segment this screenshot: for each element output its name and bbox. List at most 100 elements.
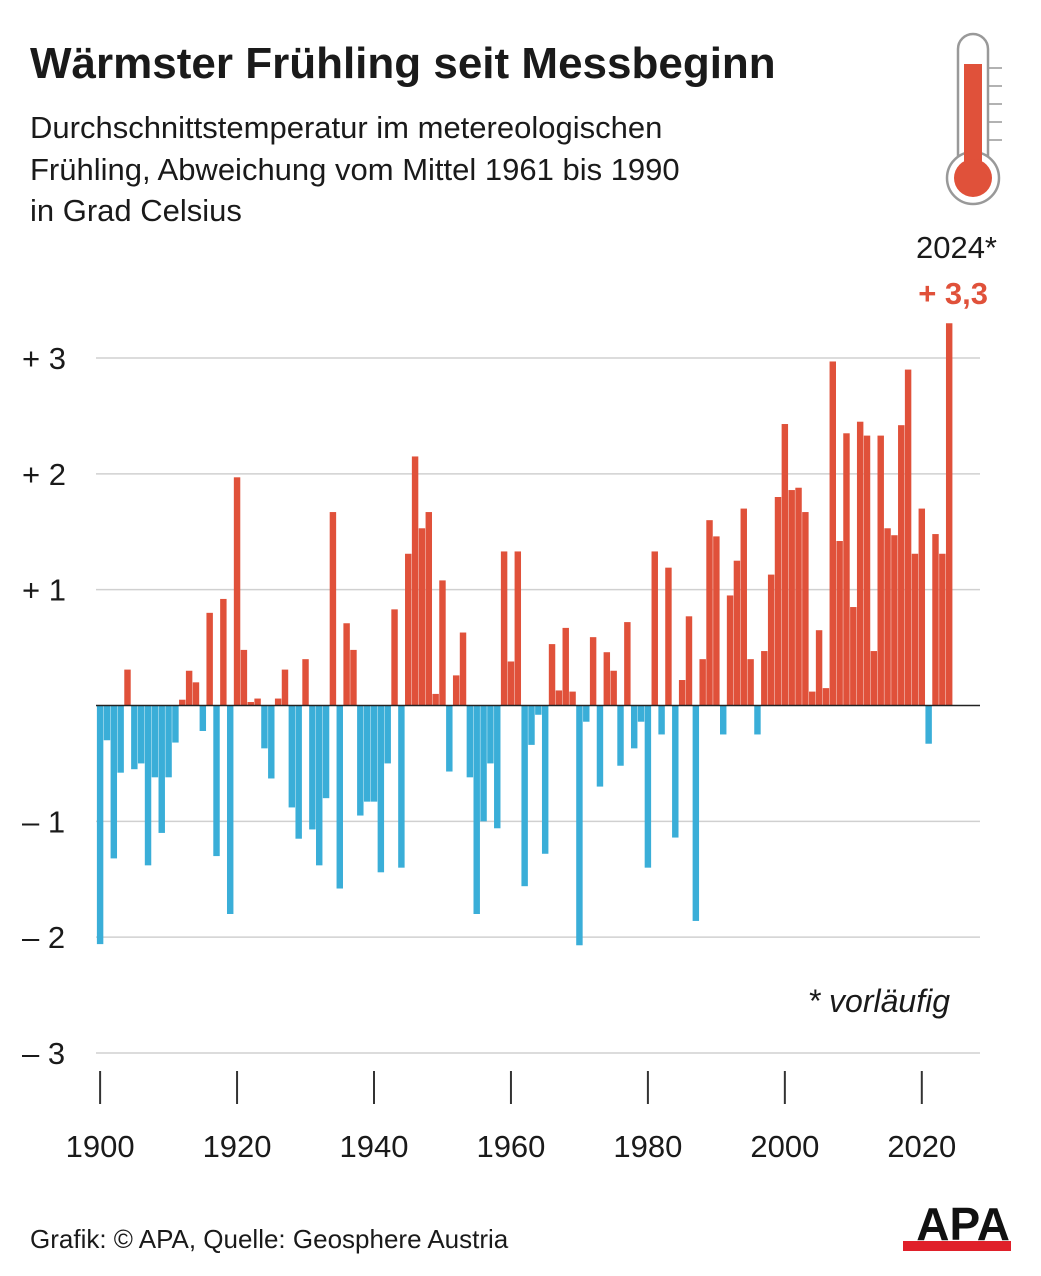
highlight-value-label: + 3,3 — [918, 276, 988, 311]
bar — [788, 490, 795, 706]
bar — [329, 512, 337, 706]
bar — [158, 705, 165, 833]
bar — [213, 705, 220, 857]
bar — [103, 705, 111, 741]
bar — [843, 433, 850, 706]
bar — [925, 705, 932, 744]
bar — [863, 435, 871, 706]
bar — [233, 477, 241, 706]
bar — [699, 659, 706, 706]
bar — [144, 705, 152, 866]
bar — [309, 705, 316, 830]
chart-title: Wärmster Frühling seit Messbeginn — [30, 39, 776, 88]
bar — [898, 425, 905, 706]
bar — [96, 705, 104, 945]
bar — [706, 520, 713, 706]
bar — [795, 487, 802, 706]
bar — [261, 705, 268, 749]
x-tick-label: 1980 — [613, 1129, 682, 1164]
bar — [726, 595, 734, 706]
bar — [350, 649, 357, 706]
bar — [918, 508, 926, 706]
bar — [815, 630, 823, 706]
bar — [678, 680, 686, 706]
bar — [761, 651, 768, 706]
x-tick-label: 1960 — [476, 1129, 545, 1164]
bar — [945, 323, 953, 706]
bar — [610, 670, 617, 706]
bar — [692, 705, 700, 921]
bar — [316, 705, 323, 866]
bar — [596, 705, 604, 787]
bar — [528, 705, 535, 745]
bar — [357, 705, 364, 816]
x-tick-label: 2000 — [750, 1129, 819, 1164]
bar — [411, 456, 419, 706]
bar — [603, 652, 611, 706]
bar — [185, 670, 193, 706]
bar — [500, 551, 508, 706]
bar — [836, 541, 843, 706]
bar — [363, 705, 371, 802]
bar — [672, 705, 679, 838]
bar — [124, 669, 131, 706]
bar — [555, 690, 563, 706]
bar — [617, 705, 624, 766]
bar — [370, 705, 378, 802]
highlight-label: 2024* — [916, 230, 997, 265]
bar — [521, 705, 528, 887]
bar — [172, 705, 179, 743]
bar — [630, 705, 638, 749]
bar — [425, 512, 433, 706]
bar — [829, 361, 836, 706]
bar — [589, 637, 597, 706]
subtitle: Durchschnittstemperatur im metereologisc… — [30, 110, 662, 145]
bar — [733, 560, 741, 706]
bar — [877, 435, 884, 706]
bar — [665, 567, 672, 706]
bar — [891, 535, 898, 706]
bar — [165, 705, 172, 778]
bar — [576, 705, 583, 946]
bar — [569, 691, 576, 706]
bar — [685, 616, 693, 706]
bar — [740, 508, 747, 706]
bar — [651, 551, 658, 706]
bar — [535, 705, 542, 715]
thermometer-icon — [945, 32, 1002, 206]
bar — [548, 644, 556, 706]
y-tick-label: + 1 — [22, 573, 66, 608]
bar — [131, 705, 138, 770]
bar — [247, 702, 254, 706]
bar — [192, 682, 200, 706]
bar — [774, 497, 782, 706]
bar — [281, 669, 289, 706]
bar — [541, 705, 549, 854]
bar — [405, 553, 412, 706]
bar — [658, 705, 665, 735]
bar — [322, 705, 330, 799]
bar — [117, 705, 124, 773]
bar — [151, 705, 159, 778]
bar — [288, 705, 296, 808]
bar — [637, 705, 645, 722]
bar — [870, 651, 878, 706]
bar — [514, 551, 522, 706]
bar — [850, 607, 857, 706]
y-tick-label: – 3 — [22, 1036, 65, 1071]
bar — [754, 705, 761, 735]
bar — [343, 623, 350, 706]
bar — [295, 705, 302, 839]
bar — [110, 705, 118, 859]
bar — [254, 698, 261, 706]
bar — [939, 553, 946, 706]
bar — [781, 424, 789, 706]
bar — [624, 622, 631, 706]
bar — [466, 705, 474, 778]
bar — [583, 705, 590, 722]
bar — [494, 705, 501, 829]
bar — [932, 534, 939, 706]
x-tick-label: 1940 — [340, 1129, 409, 1164]
bar — [432, 693, 439, 706]
